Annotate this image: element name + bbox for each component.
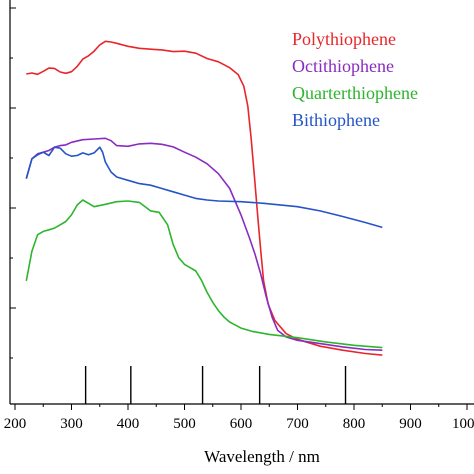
series-line-bithiophene bbox=[25, 146, 383, 229]
x-tick-label: 800 bbox=[343, 416, 366, 432]
series-group bbox=[25, 40, 383, 356]
x-tick-label: 500 bbox=[173, 416, 196, 432]
x-tick-label: 600 bbox=[230, 416, 253, 432]
legend: Polythiophene Octithiophene Quarterthiophe… bbox=[292, 29, 418, 130]
x-tick-label: 300 bbox=[60, 416, 83, 432]
legend-label-quarterthiophene: Quarterthiophene bbox=[292, 83, 418, 103]
x-tick-label: 700 bbox=[286, 416, 309, 432]
legend-label-bithiophene: Bithiophene bbox=[292, 110, 380, 130]
y-tick-group bbox=[10, 7, 16, 359]
legend-label-polythiophene: Polythiophene bbox=[292, 29, 396, 49]
x-tick-label: 400 bbox=[117, 416, 140, 432]
series-line-quarterthiophene bbox=[25, 199, 383, 349]
x-tick-group: 200 300 400 500 600 700 800 900 1000 bbox=[4, 404, 474, 432]
axes-group bbox=[9, 0, 474, 405]
x-tick-label: 200 bbox=[4, 416, 27, 432]
legend-label-octithiophene: Octithiophene bbox=[292, 56, 394, 76]
laser-marker-group bbox=[84, 366, 347, 404]
x-tick-label: 900 bbox=[399, 416, 422, 432]
x-tick-label: 1000 bbox=[452, 416, 474, 432]
x-axis-title: Wavelength / nm bbox=[204, 447, 320, 466]
series-line-octithiophene bbox=[25, 137, 383, 351]
